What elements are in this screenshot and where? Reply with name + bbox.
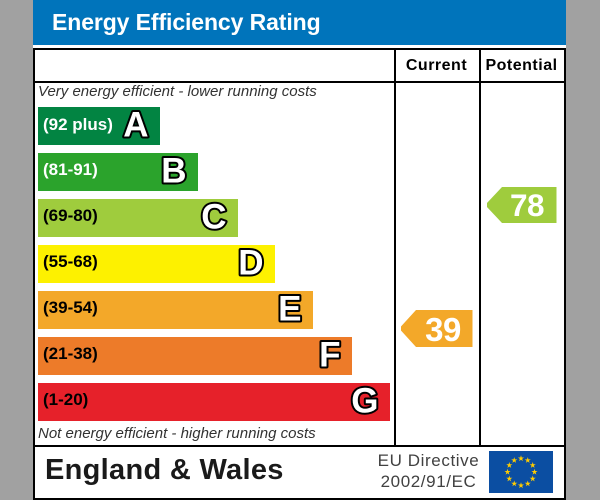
svg-text:F: F [319, 336, 340, 374]
svg-text:C: C [201, 198, 226, 236]
svg-text:B: B [161, 152, 186, 190]
svg-text:78: 78 [509, 187, 543, 223]
svg-text:D: D [238, 244, 263, 282]
svg-text:E: E [278, 290, 301, 328]
svg-text:A: A [123, 106, 148, 144]
svg-text:39: 39 [425, 311, 461, 347]
svg-text:G: G [351, 382, 378, 420]
